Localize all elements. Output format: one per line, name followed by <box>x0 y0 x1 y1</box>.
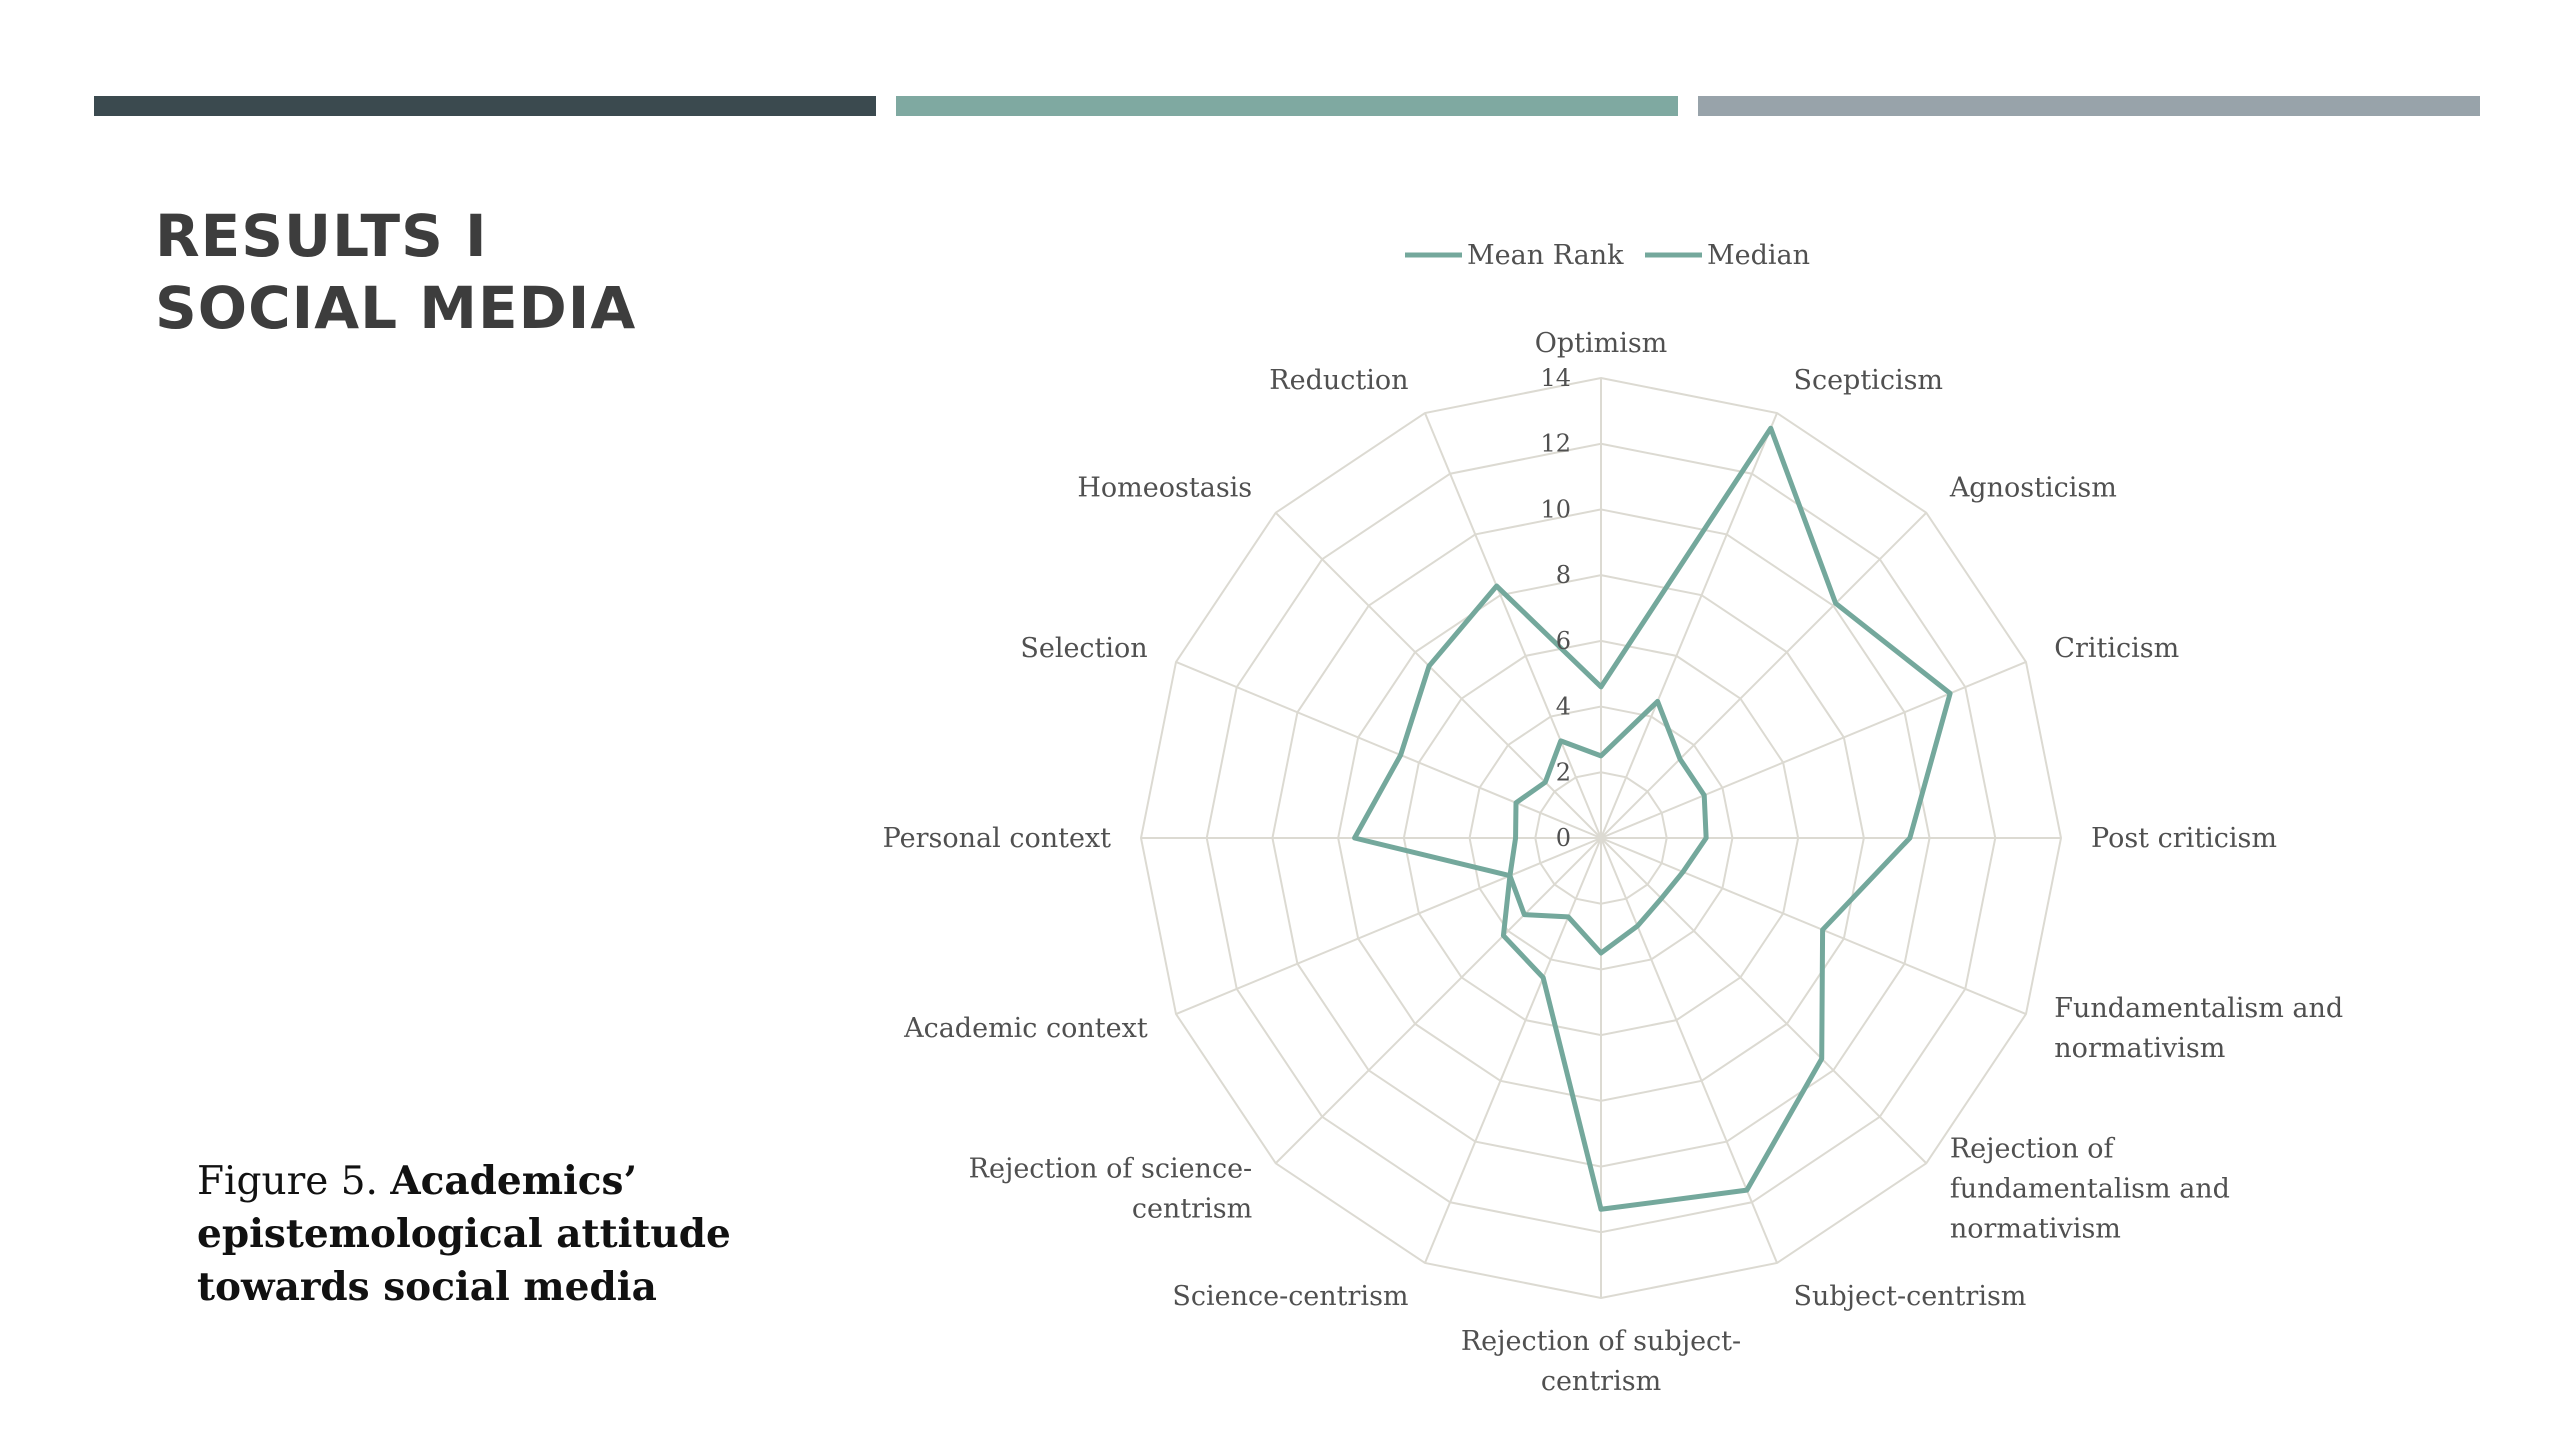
grid-spoke <box>1175 661 1602 839</box>
category-label: Homeostasis <box>1077 472 1252 503</box>
figure-caption: Figure 5. Academics’ epistemological att… <box>197 1155 757 1314</box>
grid-spoke <box>1175 837 1602 1015</box>
radial-tick-label: 4 <box>1556 693 1571 721</box>
radial-tick-label: 14 <box>1540 364 1571 392</box>
slide-title-line-2: SOCIAL MEDIA <box>155 274 637 342</box>
category-label: Rejection of subject-centrism <box>1461 1326 1741 1397</box>
series-line-mean-rank <box>1352 425 1953 1212</box>
category-label: Subject-centrism <box>1793 1281 2026 1312</box>
category-label: Optimism <box>1535 328 1668 359</box>
accent-bar-grey <box>1698 96 2480 116</box>
caption-title: Academics’ epistemological attitude towa… <box>197 1158 731 1310</box>
category-label: Criticism <box>2054 633 2179 664</box>
legend-label: Mean Rank <box>1467 240 1624 271</box>
radial-tick-label: 12 <box>1540 430 1571 458</box>
grid-spoke <box>1275 512 1602 839</box>
accent-bar-teal <box>896 96 1678 116</box>
grid-spoke <box>1424 412 1602 839</box>
slide-title: RESULTS I SOCIAL MEDIA <box>155 200 636 344</box>
radial-tick-label: 2 <box>1556 758 1571 786</box>
category-label: Reduction <box>1269 365 1408 396</box>
category-label: Fundamentalism and normativism <box>2054 993 2343 1064</box>
series-line-median <box>1507 698 1709 956</box>
legend-label: Median <box>1707 240 1810 271</box>
grid-spoke <box>1600 412 1778 839</box>
category-label: Science-centrism <box>1172 1281 1408 1312</box>
category-label: Selection <box>1020 633 1147 664</box>
grid-spoke <box>1600 837 2027 1015</box>
category-label: Personal context <box>883 823 1111 854</box>
caption-prefix: Figure 5. <box>197 1159 378 1204</box>
grid-spoke <box>1600 837 1927 1164</box>
grid-spoke <box>1275 837 1602 1164</box>
category-label: Rejection of science-centrism <box>969 1154 1253 1225</box>
category-label: Rejection of fundamentalism and normativis… <box>1950 1134 2230 1245</box>
accent-bar-dark <box>94 96 876 116</box>
category-label: Scepticism <box>1793 365 1943 396</box>
radial-tick-label: 6 <box>1556 627 1571 655</box>
radial-tick-label: 8 <box>1556 561 1571 589</box>
radial-tick-label: 10 <box>1540 495 1571 523</box>
radial-tick-label: 0 <box>1556 824 1571 852</box>
slide-title-line-1: RESULTS I <box>155 202 488 270</box>
grid-spoke <box>1424 837 1602 1264</box>
category-label: Academic context <box>903 1013 1148 1044</box>
grid-spoke <box>1600 512 1927 839</box>
category-label: Post criticism <box>2091 823 2277 854</box>
grid-spoke <box>1600 661 2027 839</box>
category-label: Agnosticism <box>1949 472 2117 503</box>
